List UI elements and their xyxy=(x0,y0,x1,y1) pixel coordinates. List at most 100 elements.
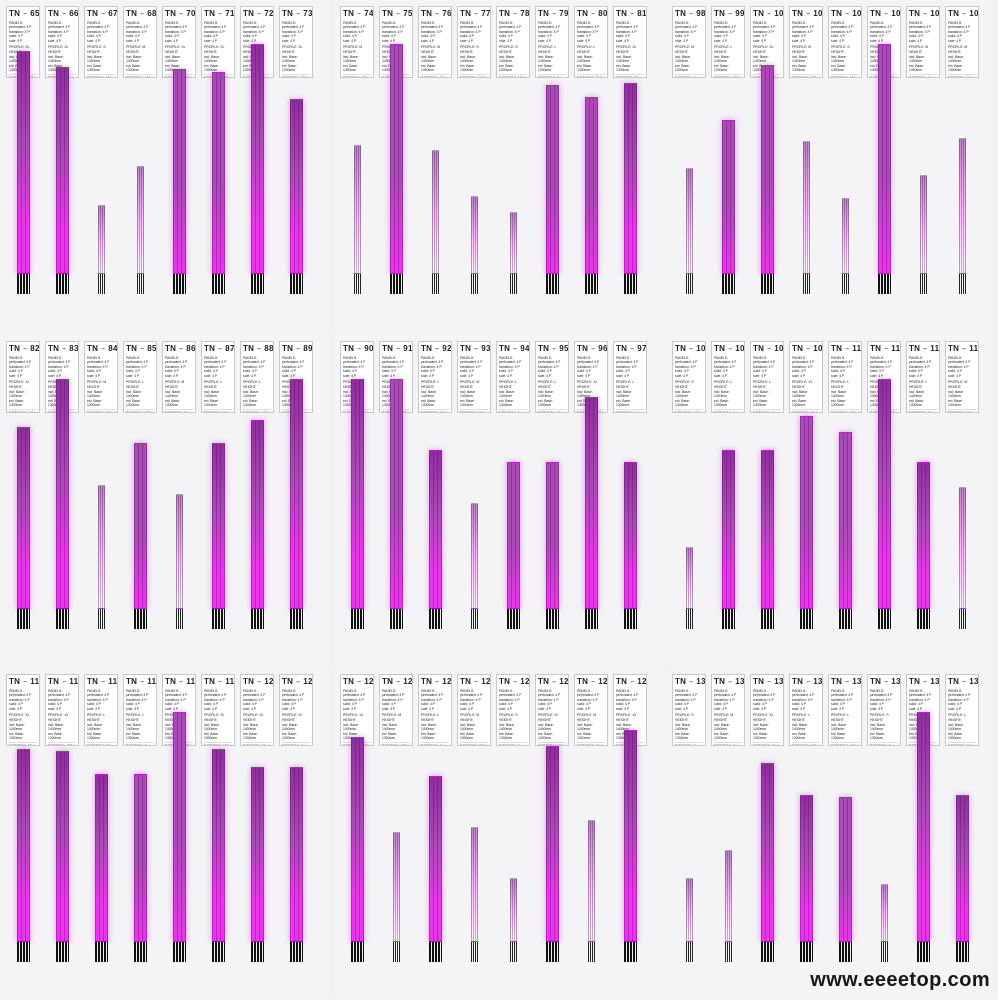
column-base xyxy=(760,274,774,294)
column-separator: – xyxy=(725,9,736,18)
column-post xyxy=(584,97,598,294)
rotation-label: ROTATION: xyxy=(343,76,361,77)
column-base xyxy=(250,942,264,962)
profile-label: PROFILE: xyxy=(616,379,633,384)
spec-card: TN – 100PANELS:perforated: 4 Ptransition… xyxy=(750,6,784,78)
spec-line: solid: 4 P xyxy=(382,702,396,707)
profile-label: PROFILE: xyxy=(675,379,692,384)
column-base xyxy=(133,942,147,962)
column-post xyxy=(916,712,930,962)
column-tube xyxy=(623,462,637,609)
spec-line: sole: 4 P xyxy=(421,373,435,378)
spec-line: PANELS: xyxy=(165,689,180,693)
spec-line: transition: 4 P xyxy=(204,364,225,369)
spec-line: transition: 4 P xyxy=(577,697,598,702)
profile-label: PROFILE: xyxy=(538,379,555,384)
spec-line: PANELS: xyxy=(792,356,807,360)
spec-profile: PROFILE: M xyxy=(126,45,154,49)
rotation-value: 0d xyxy=(635,744,639,745)
spec-line: HEIGHT: xyxy=(9,718,23,723)
rotation-value: 0d xyxy=(694,744,698,745)
spec-profile: PROFILE: M xyxy=(165,380,193,384)
column-separator: – xyxy=(686,9,697,18)
spec-line: HEIGHT: xyxy=(87,50,101,55)
spec-line: transition: 4 P xyxy=(87,364,108,369)
spec-line: exl: Base: 1300mm xyxy=(282,731,297,741)
spec-line: PANELS: xyxy=(460,356,475,360)
spec-line: incl: Base: 1400mm xyxy=(792,54,808,64)
spec-line: PANELS: xyxy=(421,689,436,693)
column-rail xyxy=(436,777,438,941)
spec-card-title: TN – 111 xyxy=(870,344,900,353)
column-tube xyxy=(250,767,264,942)
spec-line: PANELS: xyxy=(165,356,180,360)
spec-line: incl: Base: 1400mm xyxy=(753,722,769,732)
rotation-label: ROTATION: xyxy=(714,744,732,745)
column-number: 79 xyxy=(559,9,569,18)
column-prefix: TN xyxy=(87,677,99,686)
spec-line: sole: 4 P xyxy=(870,706,884,711)
profile-label: PROFILE: xyxy=(948,379,965,384)
column-rail xyxy=(297,100,299,273)
rotation-label: ROTATION: xyxy=(282,76,300,77)
spec-line: HEIGHT: xyxy=(538,385,552,390)
spec-card-title: TN – 88 xyxy=(243,344,273,353)
profile-value: XL xyxy=(593,379,598,384)
spec-line: PANELS: xyxy=(538,21,553,25)
column-separator: – xyxy=(588,677,599,686)
column-number: 123 xyxy=(403,677,413,686)
spec-line: perforated: 4 P xyxy=(87,360,110,365)
spec-line: exl: Base: 1300mm xyxy=(792,63,807,73)
spec-card-title: TN – 76 xyxy=(421,9,451,18)
column-prefix: TN xyxy=(909,344,921,353)
spec-line: exl: Base: 1300mm xyxy=(243,398,258,408)
spec-line: transition: 4 P xyxy=(343,364,364,369)
column-post xyxy=(958,138,966,294)
spec-line: solid: 4 P xyxy=(948,702,962,707)
column-post xyxy=(470,827,478,962)
spec-line: PANELS: xyxy=(616,356,631,360)
profile-label: PROFILE: xyxy=(714,44,731,49)
spec-profile: PROFILE: M xyxy=(792,45,820,49)
column-base xyxy=(16,609,30,629)
spec-card-title: TN – 113 xyxy=(948,344,978,353)
spec-card-title: TN – 107 xyxy=(714,344,744,353)
column-number: 125 xyxy=(481,677,491,686)
spec-card: TN – 101PANELS:perforated: 4 Ptransition… xyxy=(789,6,823,78)
spec-line: incl: Base: 1400mm xyxy=(577,389,593,398)
spec-rotation: ROTATION: 270d xyxy=(382,742,410,745)
profile-value: M xyxy=(691,44,695,49)
column-separator: – xyxy=(176,344,187,353)
column-rail xyxy=(139,167,141,273)
spec-line: exl: Base: 1300mm xyxy=(499,398,514,408)
column-separator: – xyxy=(510,677,521,686)
spec-rotation: ROTATION: 180d xyxy=(714,74,742,77)
spec-line: PANELS: xyxy=(421,356,436,360)
spec-rotation: ROTATION: 180d xyxy=(675,409,703,412)
column-separator: – xyxy=(588,344,599,353)
spec-line: incl: Base: 1400mm xyxy=(499,722,515,732)
profile-label: PROFILE: xyxy=(792,379,809,384)
spec-line: PANELS: xyxy=(126,356,141,360)
spec-line: HEIGHT: xyxy=(282,718,296,723)
spec-rotation: ROTATION: 90d xyxy=(577,742,605,745)
column-number: 132 xyxy=(774,677,784,686)
column-number: 83 xyxy=(69,344,79,353)
spec-line: HEIGHT: xyxy=(204,50,218,55)
profile-label: PROFILE: xyxy=(126,712,143,717)
column-rail xyxy=(435,151,437,273)
column-rail xyxy=(258,421,260,608)
spec-profile: PROFILE: XL xyxy=(616,45,644,49)
column-post xyxy=(760,65,774,294)
column-separator: – xyxy=(137,9,148,18)
spec-card-title: TN – 106 xyxy=(675,344,705,353)
spec-line: solid: 4 P xyxy=(909,702,923,707)
column-rail xyxy=(631,84,633,273)
profile-value: XL xyxy=(769,44,774,49)
profile-label: PROFILE: xyxy=(616,44,633,49)
spec-line: HEIGHT: xyxy=(126,385,140,390)
spec-line: transition: 4 P xyxy=(831,29,852,34)
profile-value: M xyxy=(181,379,185,384)
